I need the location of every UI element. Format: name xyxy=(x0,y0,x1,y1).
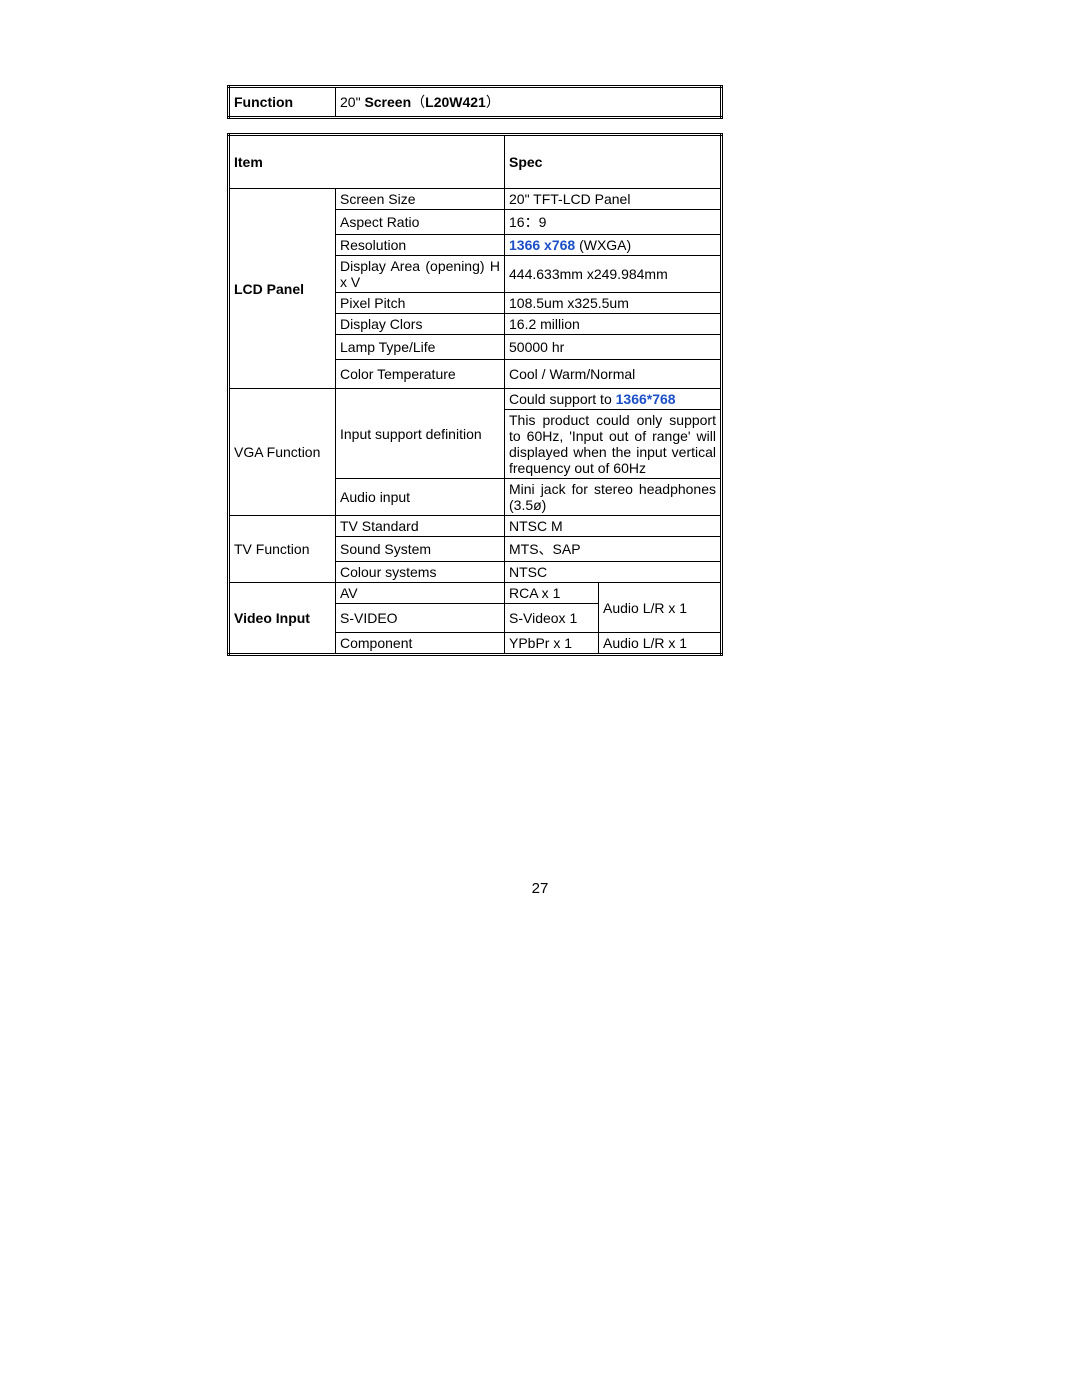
header-spec: Spec xyxy=(505,135,722,189)
spec-input-support-line1: Could support to 1366*768 xyxy=(505,389,722,410)
item-colour-systems: Colour systems xyxy=(336,562,505,583)
category-tv-function: TV Function xyxy=(229,516,336,583)
item-screen-size: Screen Size xyxy=(336,189,505,210)
spec-component-2: Audio L/R x 1 xyxy=(599,633,722,655)
spec-colour-systems: NTSC xyxy=(505,562,722,583)
header-item: Item xyxy=(229,135,505,189)
page-number: 27 xyxy=(0,880,1080,897)
screen-label: Screen xyxy=(364,94,411,110)
function-value: 20" Screen（L20W421） xyxy=(336,87,722,118)
item-color-temp: Color Temperature xyxy=(336,360,505,389)
model-close: ） xyxy=(486,94,500,110)
item-lamp-type: Lamp Type/Life xyxy=(336,335,505,360)
spec-lamp-type: 50000 hr xyxy=(505,335,722,360)
spec-component-1: YPbPr x 1 xyxy=(505,633,599,655)
spec-av-svideo-audio: Audio L/R x 1 xyxy=(599,583,722,633)
item-aspect-ratio: Aspect Ratio xyxy=(336,210,505,235)
item-sound-system: Sound System xyxy=(336,537,505,562)
spec-tv-standard: NTSC M xyxy=(505,516,722,537)
item-audio-input: Audio input xyxy=(336,479,505,516)
spec-sound-system: MTS、SAP xyxy=(505,537,722,562)
category-lcd-panel: LCD Panel xyxy=(229,189,336,389)
item-input-support: Input support definition xyxy=(336,389,505,479)
input-support-highlight: 1366*768 xyxy=(616,391,676,407)
spec-screen-size: 20" TFT-LCD Panel xyxy=(505,189,722,210)
item-av: AV xyxy=(336,583,505,604)
item-display-colors: Display Clors xyxy=(336,314,505,335)
item-display-area: Display Area (opening) H x V xyxy=(336,256,505,293)
category-video-input: Video Input xyxy=(229,583,336,655)
resolution-highlight: 1366 x768 xyxy=(509,237,575,253)
category-vga-function: VGA Function xyxy=(229,389,336,516)
spec-resolution: 1366 x768 (WXGA) xyxy=(505,235,722,256)
spec-display-area: 444.633mm x249.984mm xyxy=(505,256,722,293)
item-component: Component xyxy=(336,633,505,655)
spec-table: Item Spec LCD Panel Screen Size 20" TFT-… xyxy=(227,133,723,656)
spec-input-support-line2: This product could only support to 60Hz,… xyxy=(505,410,722,479)
spec-tables-container: Function 20" Screen（L20W421） Item Spec L… xyxy=(227,85,723,656)
spec-aspect-ratio: 16：9 xyxy=(505,210,722,235)
spec-pixel-pitch: 108.5um x325.5um xyxy=(505,293,722,314)
function-label: Function xyxy=(229,87,336,118)
spec-color-temp: Cool / Warm/Normal xyxy=(505,360,722,389)
screen-size-prefix: 20" xyxy=(340,94,361,110)
input-support-prefix: Could support to xyxy=(509,391,616,407)
model-code: L20W421 xyxy=(425,94,486,110)
spec-audio-input: Mini jack for stereo headphones (3.5ø) xyxy=(505,479,722,516)
spec-av-1: RCA x 1 xyxy=(505,583,599,604)
item-resolution: Resolution xyxy=(336,235,505,256)
spec-display-colors: 16.2 million xyxy=(505,314,722,335)
resolution-suffix: (WXGA) xyxy=(575,237,631,253)
model-open: （ xyxy=(411,94,425,110)
spec-svideo-1: S-Videox 1 xyxy=(505,604,599,633)
item-tv-standard: TV Standard xyxy=(336,516,505,537)
item-svideo: S-VIDEO xyxy=(336,604,505,633)
item-pixel-pitch: Pixel Pitch xyxy=(336,293,505,314)
function-table: Function 20" Screen（L20W421） xyxy=(227,85,723,119)
